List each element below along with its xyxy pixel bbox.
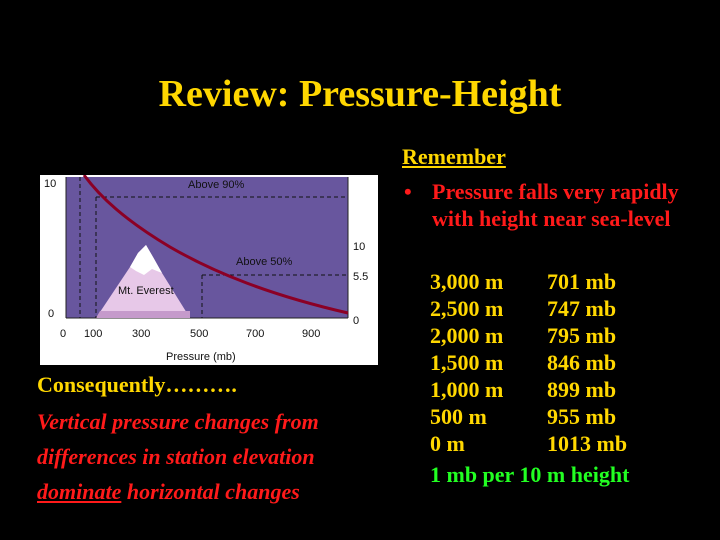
pressure-cell: 795 mb (547, 323, 617, 348)
bullet-symbol: • (404, 179, 412, 204)
x-tick-900: 900 (302, 328, 320, 340)
label-above-90: Above 90% (188, 179, 244, 191)
dominate-word: dominate (37, 479, 122, 504)
table-row: 500 m 955 mb (430, 403, 627, 430)
table-row: 2,000 m 795 mb (430, 322, 627, 349)
pressure-cell: 701 mb (547, 269, 617, 294)
pressure-height-figure: Above 90% Above 50% Mt. Everest 10 0 10 … (40, 175, 378, 365)
explanation-line-1: Vertical pressure changes from (37, 409, 319, 434)
right-tick-5-5: 5.5 (353, 271, 368, 283)
consequently-heading: Consequently………. (37, 372, 237, 397)
mountain-base (96, 311, 190, 318)
table-row: 0 m 1013 mb (430, 430, 627, 457)
explanation-text: Vertical pressure changes from differenc… (37, 404, 407, 509)
height-cell: 2,500 m (430, 296, 504, 321)
right-tick-10: 10 (353, 241, 365, 253)
x-tick-0: 0 (60, 328, 66, 340)
height-cell: 2,000 m (430, 323, 504, 348)
table-row: 2,500 m 747 mb (430, 295, 627, 322)
table-row: 1,500 m 846 mb (430, 349, 627, 376)
mountain-snow (130, 245, 162, 275)
bullet-text: Pressure falls very rapidly with height … (432, 179, 679, 231)
height-cell: 3,000 m (430, 269, 504, 294)
mountain-label: Mt. Everest (118, 285, 174, 297)
summary-rule: 1 mb per 10 m height (430, 462, 630, 487)
pressure-cell: 846 mb (547, 350, 617, 375)
x-tick-500: 500 (190, 328, 208, 340)
explanation-line-3-rest: horizontal changes (121, 479, 300, 504)
x-axis-label: Pressure (mb) (166, 351, 236, 363)
mountain-shape (96, 245, 190, 318)
remember-heading: Remember (402, 144, 506, 169)
slide-title: Review: Pressure-Height (158, 73, 562, 115)
height-cell: 1,000 m (430, 377, 504, 402)
height-cell: 500 m (430, 404, 487, 429)
x-tick-700: 700 (246, 328, 264, 340)
plot-area (66, 177, 348, 318)
left-tick-top: 10 (44, 178, 56, 190)
x-tick-300: 300 (132, 328, 150, 340)
height-cell: 1,500 m (430, 350, 504, 375)
x-tick-100: 100 (84, 328, 102, 340)
pressure-table: 3,000 m 701 mb 2,500 m 747 mb 2,000 m 795 m… (430, 268, 627, 457)
remember-bullet: • Pressure falls very rapidly with heigh… (404, 178, 714, 232)
pressure-curve (82, 175, 349, 315)
height-cell: 0 m (430, 431, 465, 456)
pressure-cell: 955 mb (547, 404, 617, 429)
pressure-cell: 1013 mb (547, 431, 628, 456)
table-row: 3,000 m 701 mb (430, 268, 627, 295)
left-tick-bottom: 0 (48, 308, 54, 320)
right-tick-0: 0 (353, 315, 359, 327)
label-above-50: Above 50% (236, 256, 292, 268)
pressure-cell: 899 mb (547, 377, 617, 402)
explanation-line-3: dominate horizontal changes (37, 474, 407, 509)
table-row: 1,000 m 899 mb (430, 376, 627, 403)
explanation-line-2: differences in station elevation (37, 444, 315, 469)
pressure-cell: 747 mb (547, 296, 617, 321)
